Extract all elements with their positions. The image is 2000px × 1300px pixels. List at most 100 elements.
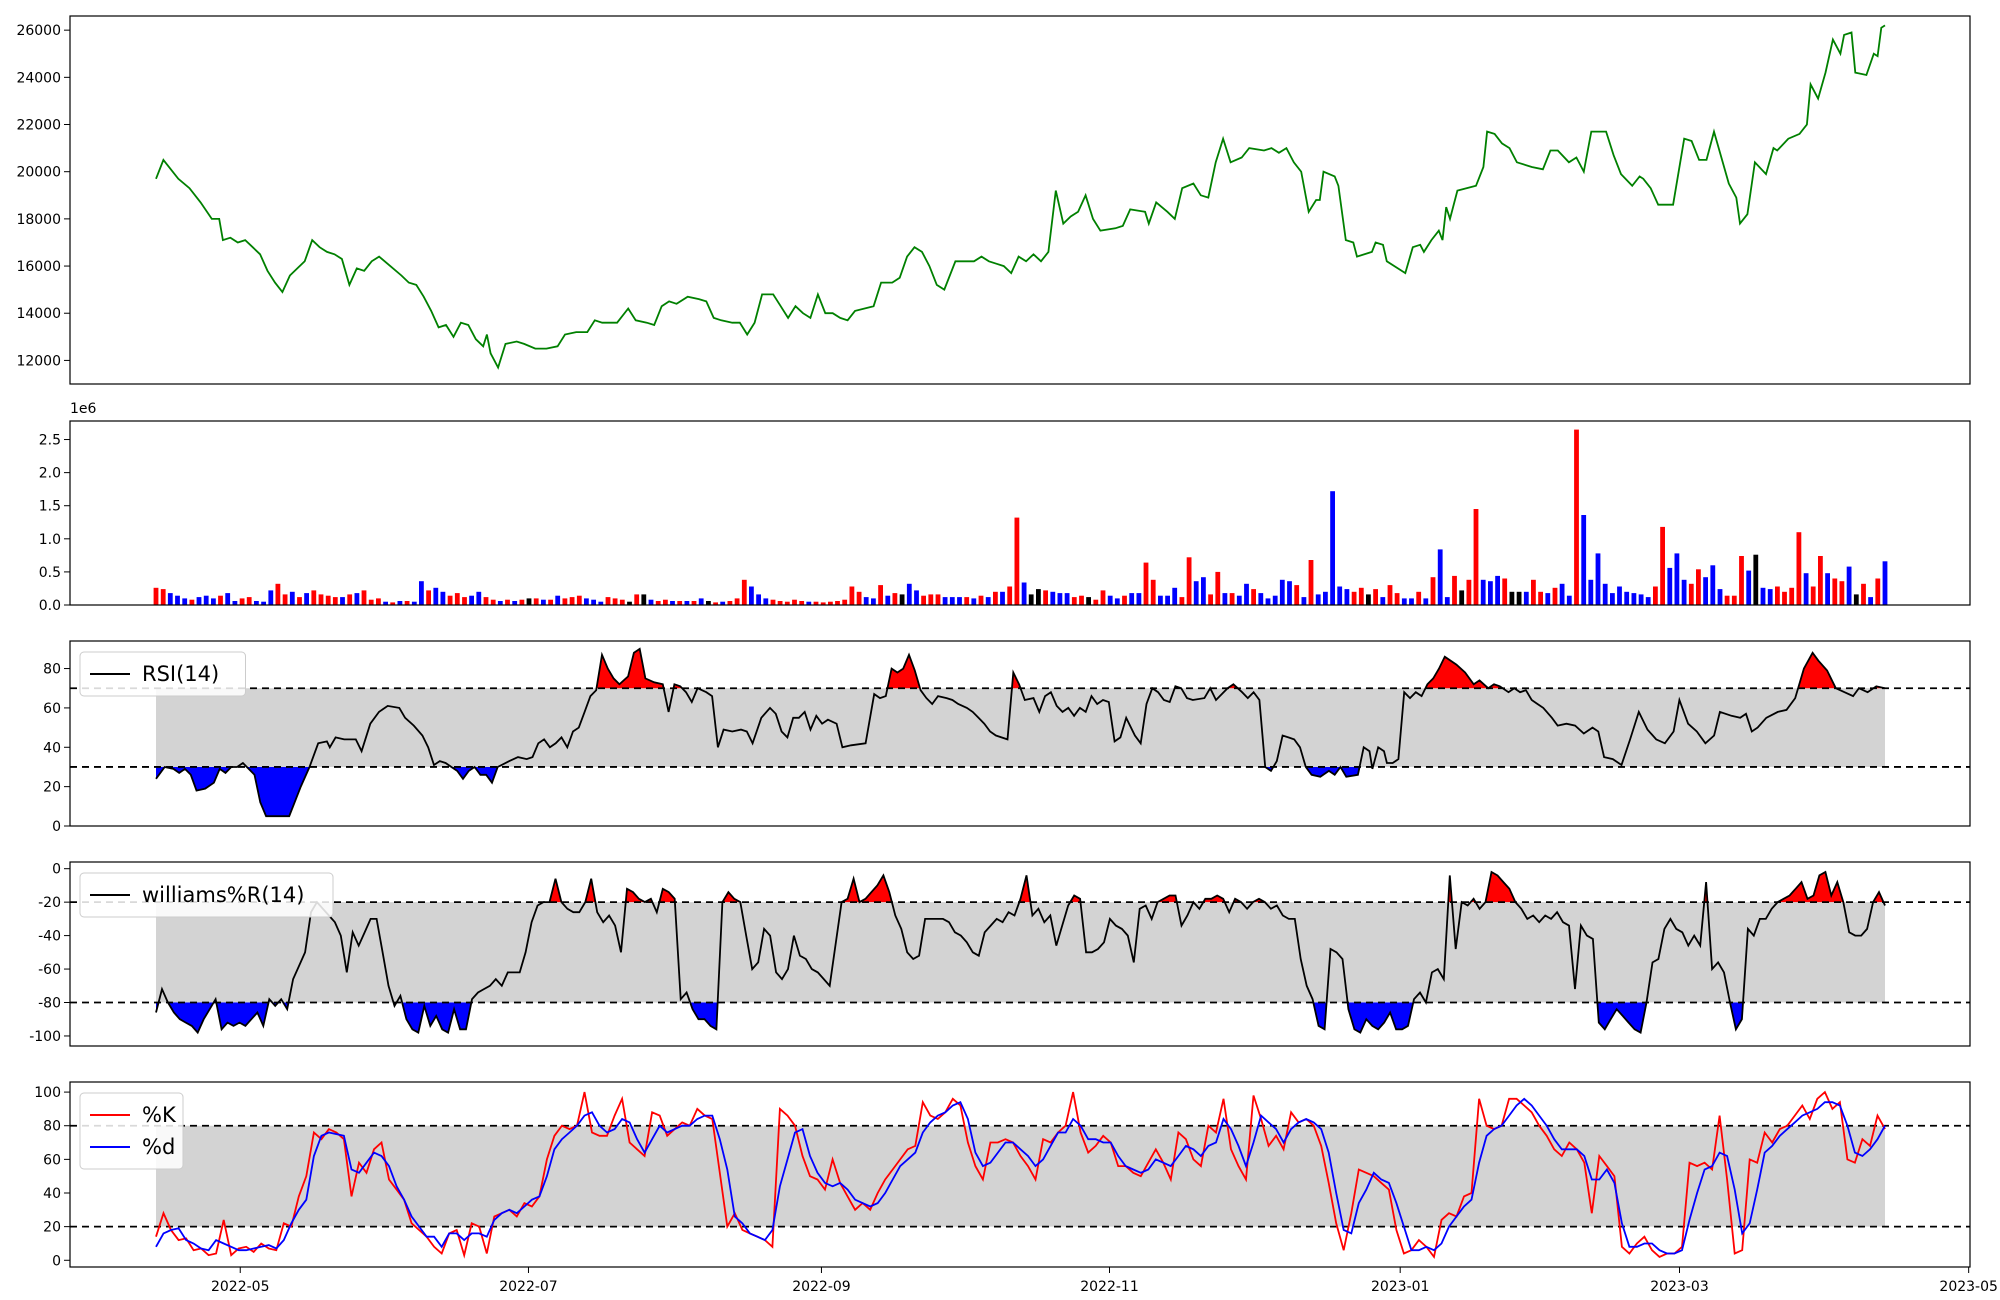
volume-bar	[985, 597, 991, 605]
volume-bar	[533, 598, 539, 605]
volume-bar	[663, 599, 668, 605]
y-tick-label: 0.0	[39, 598, 61, 614]
volume-bar	[648, 599, 654, 605]
volume-bar	[1875, 578, 1881, 605]
volume-bar	[1566, 595, 1572, 605]
rsi-plot-area	[70, 647, 1970, 818]
volume-bar	[1351, 591, 1357, 605]
williams-overbought-fill	[549, 878, 562, 903]
volume-bar	[1122, 595, 1127, 605]
volume-bar	[971, 598, 977, 605]
plot-frame	[69, 420, 1971, 606]
volume-bar	[447, 595, 453, 605]
rsi-oversold-fill	[1305, 767, 1341, 777]
williams-overbought-fill	[585, 878, 596, 903]
volume-bar	[784, 601, 790, 605]
volume-bar	[505, 599, 510, 605]
volume-bar	[1308, 560, 1314, 605]
volume-bar	[512, 601, 518, 605]
volume-bar	[734, 598, 740, 605]
rsi-line	[155, 647, 1886, 818]
volume-bar	[670, 601, 675, 605]
williams-oversold-fill	[167, 1002, 214, 1033]
volume-bar	[462, 597, 467, 605]
volume-bar	[1760, 587, 1766, 605]
williams-overbought-fill	[722, 892, 741, 903]
volume-bar	[433, 587, 439, 605]
volume-bar	[1545, 593, 1551, 605]
volume-bar	[1064, 593, 1070, 605]
volume-bar	[1523, 591, 1529, 605]
plot-frame	[69, 15, 1971, 385]
volume-bar	[1251, 589, 1256, 605]
volume-bar	[1028, 594, 1034, 605]
williams-plot-area	[70, 870, 1970, 1035]
stoch-k-line	[155, 1090, 1886, 1260]
volume-panel: 1e6 0.0 0.5 1.0 1.5 2.0 2.5	[39, 401, 1971, 614]
volume-bar	[1409, 598, 1414, 605]
y-tick-label: 22000	[16, 118, 61, 134]
volume-bar	[1739, 556, 1744, 605]
rsi-overbought-fill	[1425, 656, 1489, 689]
volume-bar	[160, 589, 166, 605]
volume-bar	[1480, 579, 1486, 605]
volume-bar	[691, 601, 697, 605]
legend-label: williams%R(14)	[142, 883, 304, 907]
volume-bar	[1337, 586, 1343, 605]
volume-bar	[1279, 579, 1285, 605]
volume-bar	[340, 597, 345, 605]
y-tick-label: 24000	[16, 70, 61, 86]
volume-bar	[254, 601, 259, 605]
volume-bar	[813, 601, 819, 605]
volume-bar	[1165, 595, 1170, 605]
y-tick-label: 20000	[16, 165, 61, 181]
volume-bar	[246, 597, 252, 605]
volume-bar	[476, 591, 482, 605]
volume-bar	[763, 598, 769, 605]
y-tick-label: 18000	[16, 212, 61, 228]
volume-bar	[949, 597, 955, 605]
volume-bar	[792, 599, 797, 605]
legend-box	[79, 1092, 184, 1170]
volume-bar	[1882, 561, 1888, 605]
volume-bar	[332, 597, 338, 605]
price-line	[155, 24, 1886, 370]
volume-bar	[1746, 570, 1752, 605]
volume-bar	[368, 599, 374, 605]
volume-bar	[777, 601, 783, 605]
volume-bar	[1236, 595, 1242, 605]
volume-bar	[1818, 556, 1823, 605]
legend-label: %d	[142, 1135, 175, 1159]
y-tick-label: 40	[43, 740, 61, 756]
volume-bar	[239, 598, 245, 605]
x-tick-label: 2023-03	[1650, 1279, 1709, 1295]
price-plot-area	[155, 24, 1886, 370]
volume-bar	[1559, 583, 1565, 605]
volume-bar	[978, 595, 984, 605]
volume-bar	[619, 599, 625, 605]
volume-bar	[497, 601, 503, 605]
volume-bar	[1136, 593, 1142, 605]
volume-bar	[1071, 597, 1077, 605]
volume-bar	[770, 599, 776, 605]
volume-bar	[469, 595, 474, 605]
x-tick-label: 2022-11	[1080, 1279, 1139, 1295]
legend-label: RSI(14)	[142, 662, 219, 686]
volume-bar	[325, 595, 331, 605]
volume-bar	[1014, 517, 1020, 605]
y-tick-label: 0	[52, 862, 61, 878]
williams-overbought-fill	[859, 875, 892, 903]
y-tick-label: -40	[38, 929, 61, 945]
volume-bar	[555, 595, 561, 605]
legend-label: %K	[142, 1103, 177, 1127]
y-tick-label: 1.5	[39, 499, 61, 515]
y-tick-label: 2.5	[39, 433, 61, 449]
volume-bar	[1158, 595, 1163, 605]
volume-bar	[1531, 579, 1536, 605]
volume-bar	[383, 601, 388, 605]
volume-bar	[1495, 575, 1500, 605]
volume-bar	[167, 593, 173, 605]
plot-frame	[69, 640, 1971, 827]
volume-bar	[835, 601, 840, 605]
